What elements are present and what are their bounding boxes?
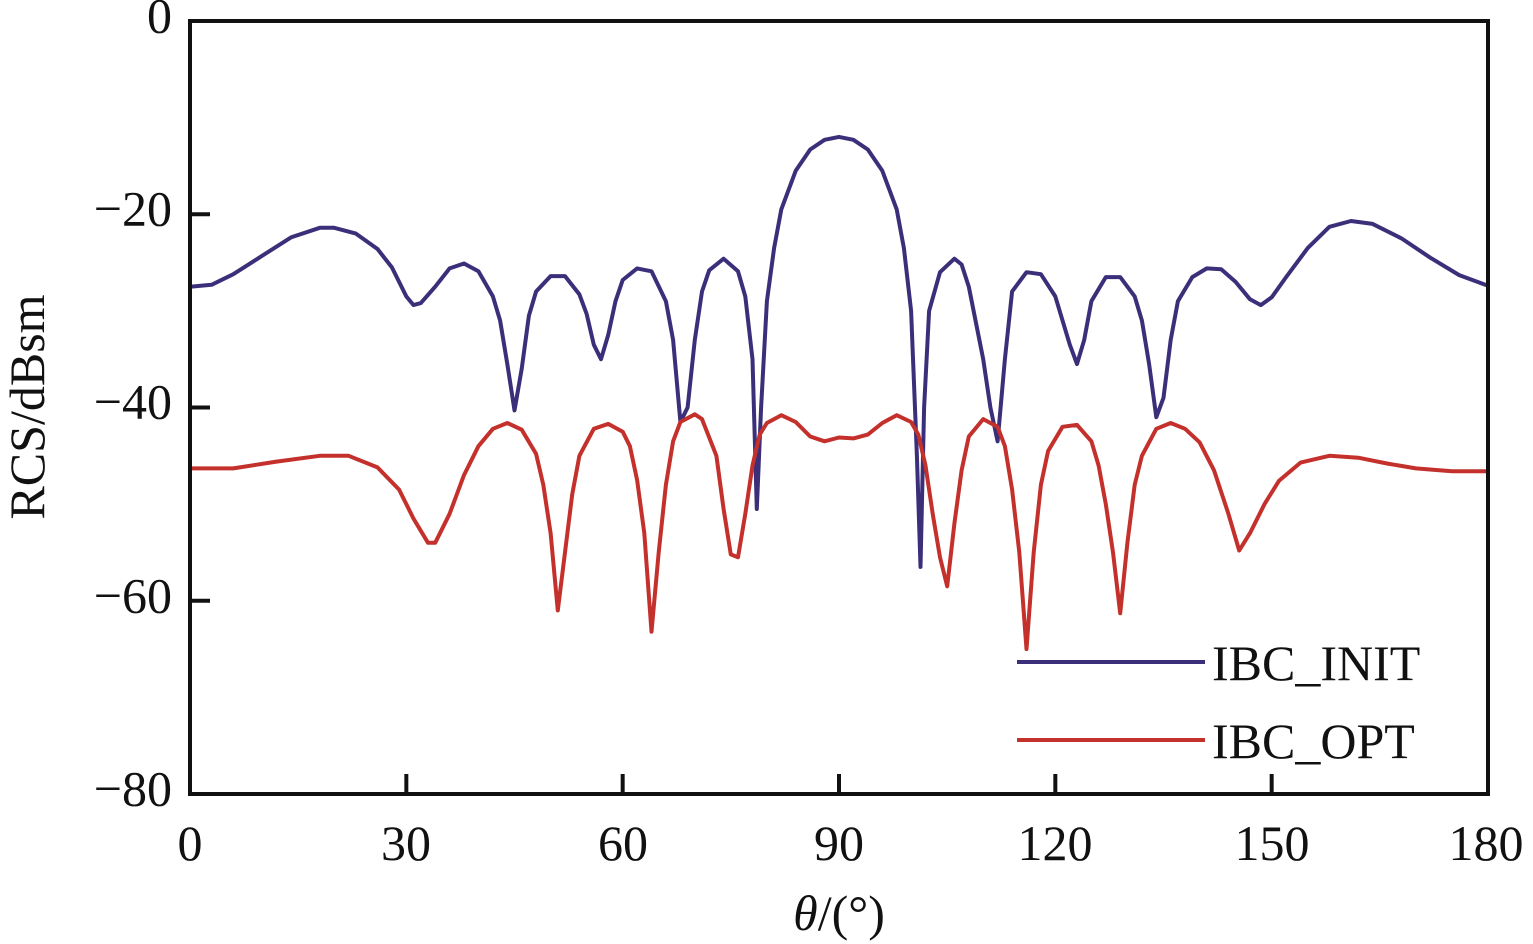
axis-ticks: [190, 212, 1274, 794]
x-tick-label: 120: [1018, 815, 1093, 871]
x-tick-labels: 0 30 60 90 120 150 180: [178, 815, 1524, 871]
y-tick-label: −60: [94, 567, 172, 623]
series-line-ibc-opt: [190, 412, 1488, 652]
y-tick-labels: 0 −20 −40 −60 −80: [94, 0, 172, 816]
y-tick-label: −80: [94, 760, 172, 816]
x-tick-label: 30: [381, 815, 431, 871]
x-tick-label: 0: [178, 815, 203, 871]
x-tick-label: 90: [814, 815, 864, 871]
y-tick-label: 0: [147, 0, 172, 43]
x-tick-label: 60: [598, 815, 648, 871]
y-tick-label: −20: [94, 180, 172, 236]
series-layer: [189, 134, 1489, 652]
legend-label-ibc-init: IBC_INIT: [1212, 635, 1420, 691]
x-axis-symbol: θ: [793, 885, 818, 941]
series-line-ibc-init: [189, 134, 1489, 569]
x-tick-label: 180: [1449, 815, 1524, 871]
y-axis-title: RCS/dBsm: [0, 294, 55, 519]
plot-frame: [188, 19, 1490, 796]
legend-label-ibc-opt: IBC_OPT: [1212, 713, 1415, 769]
y-tick-label: −40: [94, 373, 172, 429]
x-tick-label: 150: [1235, 815, 1310, 871]
x-axis-unit: /(°): [818, 885, 885, 941]
legend: IBC_INIT IBC_OPT: [1017, 635, 1420, 769]
x-axis-title: θ/(°): [793, 885, 885, 941]
